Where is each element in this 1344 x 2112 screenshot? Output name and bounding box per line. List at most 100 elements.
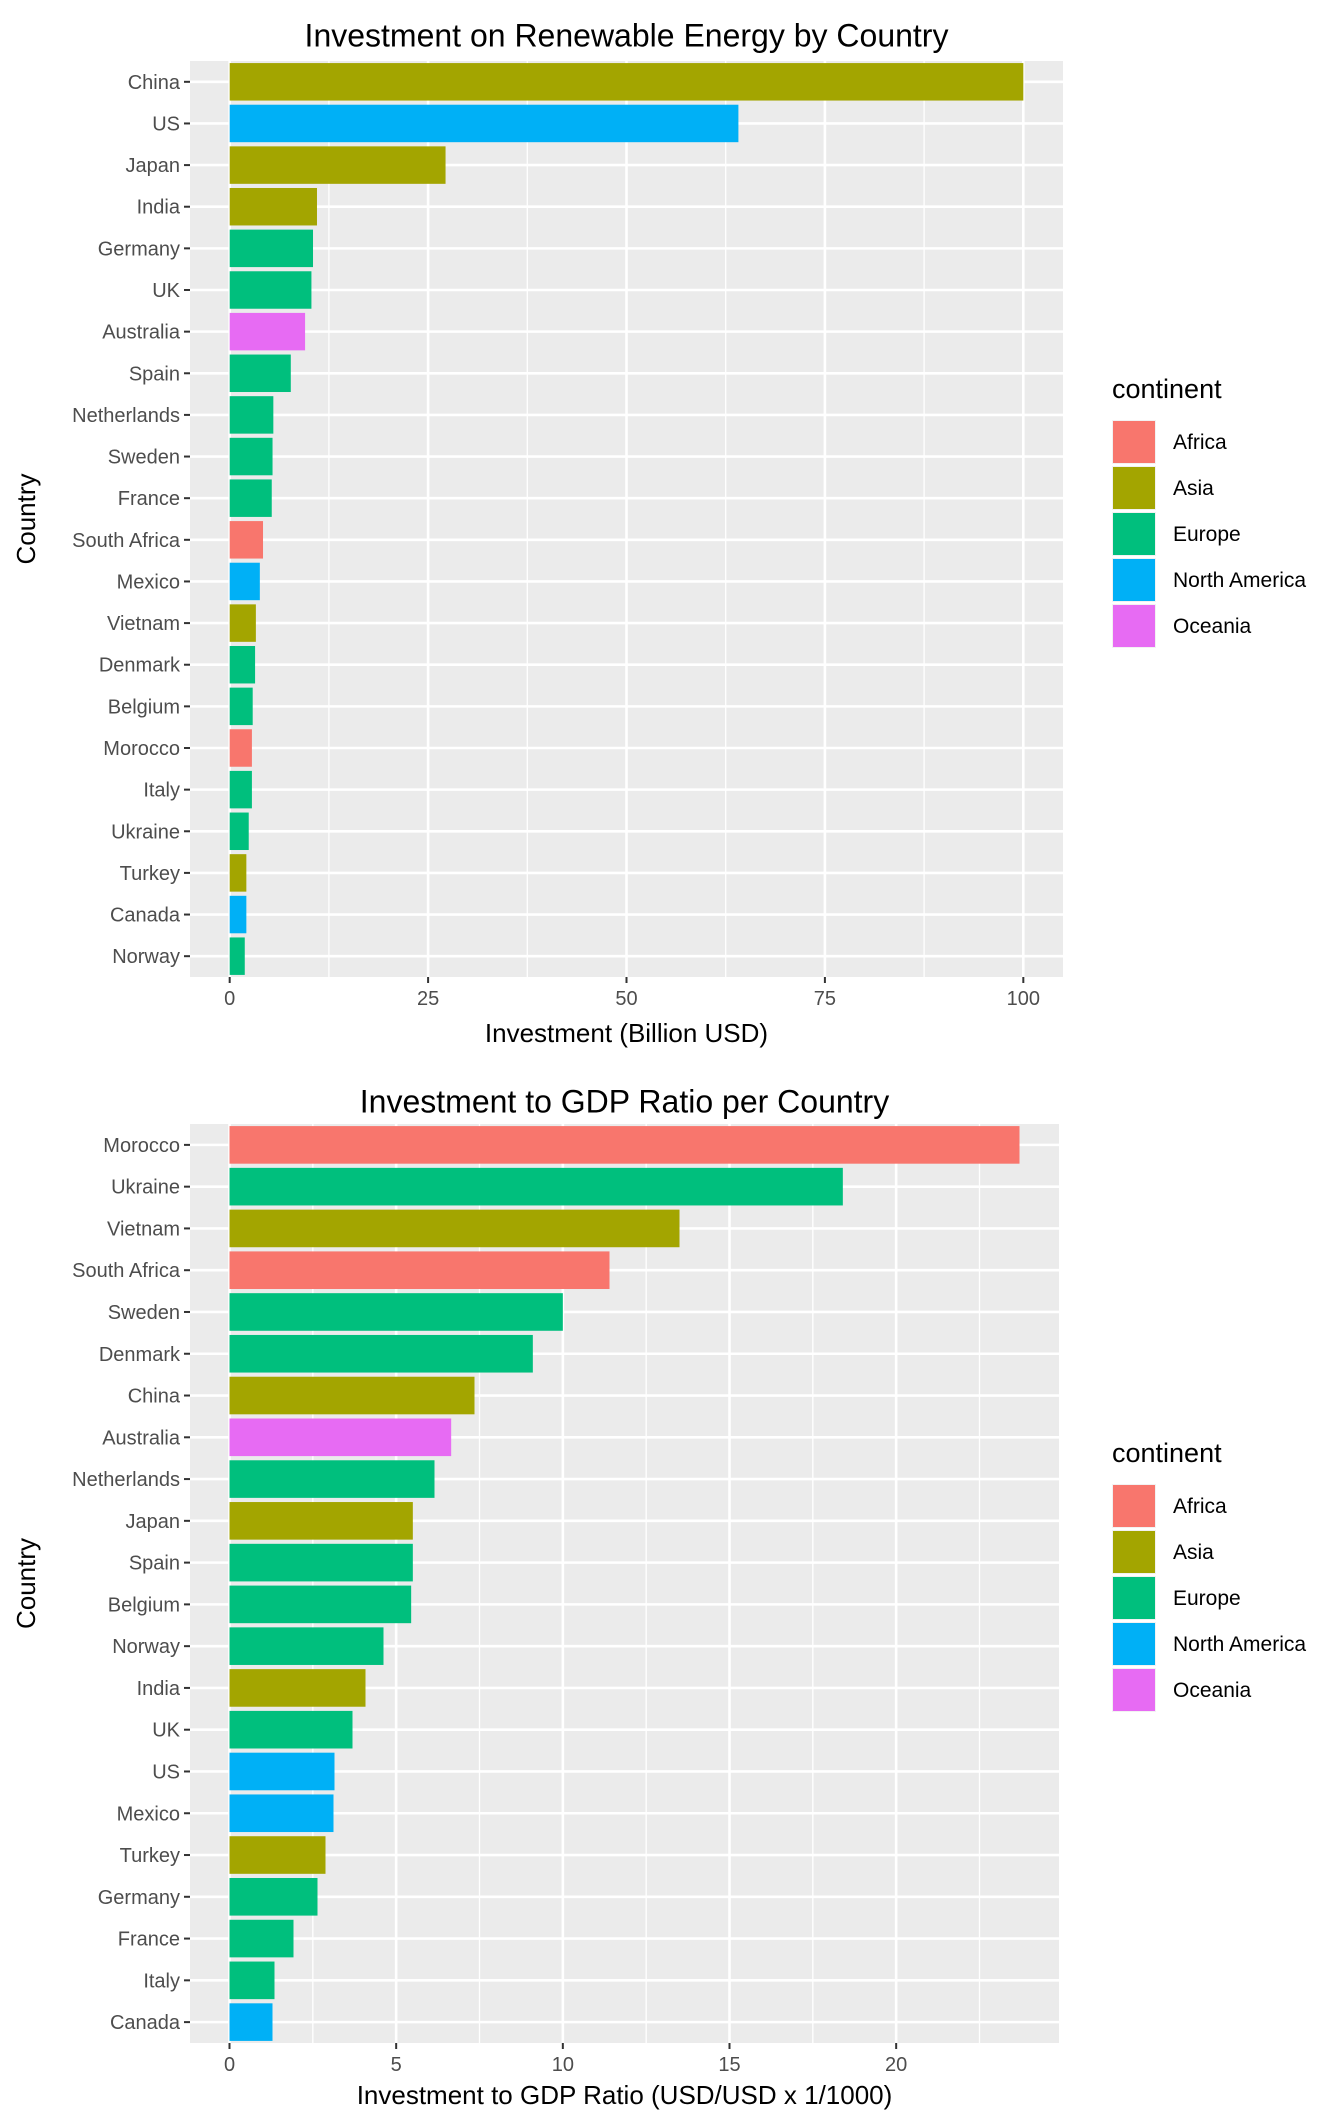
y-tick-label: Denmark <box>99 655 181 677</box>
bar-belgium <box>229 1585 412 1624</box>
bar-vietnam <box>229 1209 680 1248</box>
y-tick-label: Norway <box>112 1636 180 1658</box>
x-tick-label: 50 <box>615 988 637 1010</box>
bar-canada <box>229 2003 273 2041</box>
legend: continent Africa Asia Europe North America Oc… <box>1112 1438 1306 1712</box>
y-tick-label: Belgium <box>108 1594 180 1616</box>
y-tick-label: South Africa <box>72 1260 181 1282</box>
y-tick-label: Canada <box>110 905 181 927</box>
bar-south-africa <box>229 521 264 559</box>
bar-japan <box>229 146 446 184</box>
bar-uk <box>229 271 312 309</box>
x-tick-label: 20 <box>885 2054 907 2076</box>
y-tick-label: Spain <box>129 1553 180 1575</box>
bar-canada <box>229 895 247 934</box>
bar-france <box>229 479 272 517</box>
chart-2: 0 5 10 15 20 Morocco Ukraine Vietnam South Afric… <box>11 1083 1306 2110</box>
legend-key-north-america <box>1113 559 1155 601</box>
bar-us <box>229 1752 335 1791</box>
bar-south-africa <box>229 1251 610 1290</box>
bar-france <box>229 1919 294 1958</box>
bar-norway <box>229 937 245 975</box>
legend-key-oceania <box>1113 1669 1155 1711</box>
y-tick-label: Ukraine <box>111 1177 180 1199</box>
legend-title: continent <box>1112 1438 1222 1468</box>
bar-australia <box>229 1418 452 1457</box>
x-tick-label: 25 <box>417 988 439 1010</box>
legend-label: Asia <box>1173 477 1214 500</box>
x-tick-label: 0 <box>224 2054 235 2076</box>
bar-denmark <box>229 645 256 684</box>
y-tick-label: France <box>118 488 180 510</box>
y-tick-label: Japan <box>126 1511 181 1533</box>
legend-label: North America <box>1173 1633 1306 1656</box>
y-tick-label: Japan <box>126 155 181 177</box>
y-tick-label: Italy <box>143 780 180 802</box>
y-tick-label: Turkey <box>120 863 180 885</box>
bar-ukraine <box>229 1167 843 1206</box>
x-tick-label: 0 <box>224 988 235 1010</box>
bar-netherlands <box>229 396 274 434</box>
y-tick-label: Vietnam <box>107 613 180 635</box>
bar-japan <box>229 1502 413 1540</box>
bar-sweden <box>229 437 273 476</box>
y-tick-label: Ukraine <box>111 821 180 843</box>
bar-turkey <box>229 1836 326 1874</box>
y-tick-label: Australia <box>102 1427 181 1449</box>
x-tick-label: 100 <box>1007 988 1040 1010</box>
y-tick-label: Australia <box>102 322 181 344</box>
y-tick-label: France <box>118 1929 180 1951</box>
y-tick-label: Netherlands <box>72 1469 180 1491</box>
bar-netherlands <box>229 1460 435 1498</box>
y-tick-label: US <box>152 1761 180 1783</box>
y-tick-label: Denmark <box>99 1344 181 1366</box>
bar-italy <box>229 770 252 809</box>
y-tick-label: Belgium <box>108 696 180 718</box>
legend-key-asia <box>1113 467 1155 509</box>
bar-us <box>229 104 739 143</box>
bar-china <box>229 1376 475 1415</box>
bar-india <box>229 187 317 226</box>
y-tick-label: US <box>152 113 180 135</box>
y-tick-label: Italy <box>143 1970 180 1992</box>
y-tick-label: India <box>137 197 181 219</box>
legend-label: North America <box>1173 569 1306 592</box>
legend-key-africa <box>1113 421 1155 463</box>
x-tick-label: 5 <box>391 2054 402 2076</box>
y-tick-label: India <box>137 1678 181 1700</box>
legend-title: continent <box>1112 374 1222 404</box>
y-tick-label: Sweden <box>108 1302 180 1324</box>
legend-key-oceania <box>1113 605 1155 647</box>
legend-key-europe <box>1113 1577 1155 1619</box>
y-tick-label: Vietnam <box>107 1218 180 1240</box>
bar-china <box>229 63 1024 101</box>
legend-label: Africa <box>1173 431 1227 454</box>
bar-denmark <box>229 1334 533 1373</box>
y-tick-label: Morocco <box>103 1135 180 1157</box>
bar-mexico <box>229 1794 334 1833</box>
x-axis-title: Investment (Billion USD) <box>485 1018 768 1048</box>
y-axis-title: Country <box>11 473 41 564</box>
y-tick-label: Norway <box>112 946 180 968</box>
bar-sweden <box>229 1293 563 1331</box>
bar-morocco <box>229 1126 1020 1164</box>
chart-title: Investment on Renewable Energy by Countr… <box>305 17 949 53</box>
x-tick-label: 75 <box>814 988 836 1010</box>
chart-1: 0 25 50 75 100 China US Japan India Germany UK Aust… <box>11 17 1306 1048</box>
legend-key-europe <box>1113 513 1155 555</box>
legend-label: Europe <box>1173 523 1241 546</box>
legend-label: Asia <box>1173 1541 1214 1564</box>
bar-turkey <box>229 854 247 892</box>
bar-morocco <box>229 729 252 767</box>
chart-title: Investment to GDP Ratio per Country <box>360 1083 889 1119</box>
x-tick-label: 10 <box>552 2054 574 2076</box>
y-tick-label: Mexico <box>117 1803 180 1825</box>
legend-label: Oceania <box>1173 1679 1252 1702</box>
bar-spain <box>229 1543 413 1582</box>
bar-germany <box>229 1877 318 1916</box>
bar-norway <box>229 1627 384 1665</box>
y-tick-label: Spain <box>129 363 180 385</box>
y-tick-label: Germany <box>98 238 180 260</box>
y-tick-label: South Africa <box>72 530 181 552</box>
bar-germany <box>229 229 314 268</box>
